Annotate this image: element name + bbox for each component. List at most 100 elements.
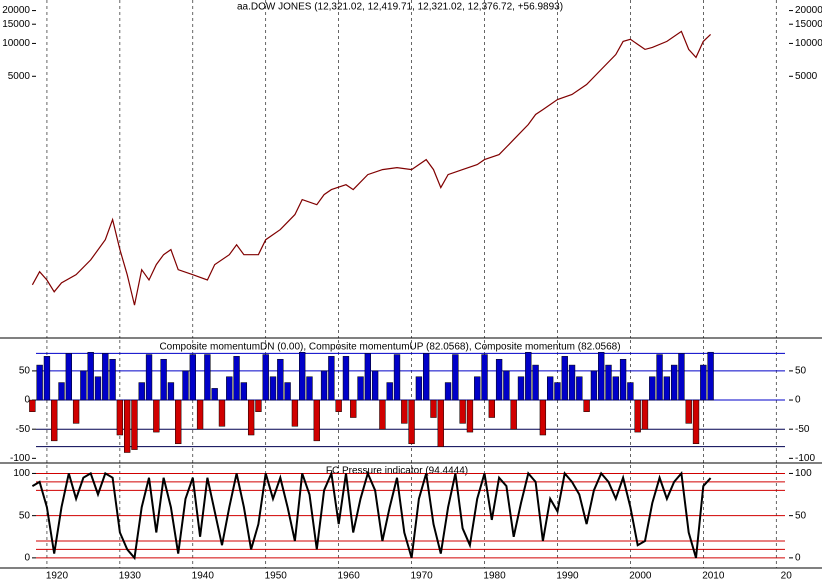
data-line — [31, 469, 712, 561]
bar — [218, 399, 226, 427]
bar — [182, 370, 189, 401]
bar — [495, 358, 503, 401]
panel-title: Composite momentumDN (0.00), Composite m… — [159, 342, 620, 353]
y-tick-label: 100 — [795, 468, 812, 479]
bar — [204, 354, 211, 401]
panel-title: FC Pressure indicator (94.4444) — [326, 466, 468, 477]
x-tick-label: 1920 — [46, 571, 69, 581]
x-tick-label: 1950 — [265, 571, 288, 581]
bar — [532, 364, 539, 401]
bar — [43, 356, 51, 401]
bar — [58, 382, 65, 401]
bar — [641, 399, 649, 430]
bar — [364, 353, 372, 401]
bar — [525, 351, 532, 401]
y-tick-label: 15000 — [795, 19, 822, 30]
bar — [707, 351, 714, 401]
y-tick-label: 0 — [795, 395, 801, 406]
bar — [226, 376, 233, 401]
y-tick-label: 10000 — [795, 38, 822, 49]
bar — [255, 399, 262, 412]
bar — [408, 399, 415, 445]
bar — [459, 399, 466, 424]
bar — [80, 370, 87, 401]
bar — [233, 356, 240, 401]
bar — [590, 370, 598, 401]
bar — [612, 376, 619, 401]
bar — [116, 399, 124, 436]
bar — [481, 354, 488, 401]
bar — [350, 399, 357, 418]
bar — [466, 399, 474, 433]
bar — [656, 354, 663, 401]
bar — [415, 376, 423, 401]
bar — [539, 399, 547, 436]
bar — [503, 370, 510, 401]
x-tick-label: 1960 — [338, 571, 361, 581]
bar — [401, 399, 408, 424]
bar — [284, 382, 291, 401]
y-tick-label: 20000 — [795, 5, 822, 16]
bar — [685, 399, 692, 424]
bar — [211, 388, 218, 401]
y-tick-label: -100 — [10, 453, 30, 464]
bar — [138, 382, 145, 401]
y-tick-label: 20000 — [2, 5, 30, 16]
bar — [357, 376, 364, 401]
bar — [262, 354, 269, 401]
bar — [452, 354, 459, 401]
bar — [554, 382, 561, 401]
bar — [328, 356, 335, 401]
y-tick-label: 0 — [24, 395, 30, 406]
bar — [65, 353, 72, 401]
bar — [627, 382, 634, 401]
bar — [291, 399, 299, 427]
bar — [437, 399, 444, 447]
bar — [510, 399, 517, 430]
bar — [517, 376, 525, 401]
bar — [87, 351, 94, 401]
bar — [240, 382, 248, 401]
bar — [546, 376, 554, 401]
y-tick-label: 50 — [795, 510, 807, 521]
y-tick-label: 15000 — [2, 19, 30, 30]
bar — [430, 399, 437, 418]
bar — [393, 354, 401, 401]
bar — [320, 370, 328, 401]
bar — [568, 364, 576, 401]
y-tick-label: 50 — [19, 366, 31, 377]
x-tick-label: 1940 — [192, 571, 215, 581]
y-tick-label: 5000 — [795, 71, 818, 82]
x-tick-label: 1930 — [119, 571, 142, 581]
bar — [109, 358, 116, 401]
x-tick-label: 2000 — [629, 571, 652, 581]
bar — [488, 399, 495, 418]
bar — [153, 399, 160, 433]
y-tick-label: -100 — [795, 453, 815, 464]
y-tick-label: 50 — [795, 366, 807, 377]
bar — [598, 351, 605, 401]
bar — [306, 376, 313, 401]
bar — [277, 358, 284, 401]
bar — [36, 364, 43, 401]
bar — [371, 370, 379, 401]
bar — [619, 358, 627, 401]
data-line — [31, 30, 712, 306]
y-tick-label: 0 — [795, 553, 801, 564]
bar — [335, 399, 342, 412]
y-tick-label: 100 — [13, 468, 30, 479]
y-tick-label: 50 — [19, 510, 31, 521]
y-tick-label: -50 — [16, 424, 31, 435]
chart-title: aa.DOW JONES (12,321.02, 12,419.71, 12,3… — [237, 2, 563, 13]
bar — [123, 399, 131, 453]
bar — [160, 358, 167, 401]
bar — [313, 399, 320, 442]
bar — [474, 376, 481, 401]
bar — [663, 376, 671, 401]
bar — [634, 399, 641, 433]
y-tick-label: 0 — [24, 553, 30, 564]
bar — [51, 399, 58, 442]
bar — [342, 356, 350, 401]
